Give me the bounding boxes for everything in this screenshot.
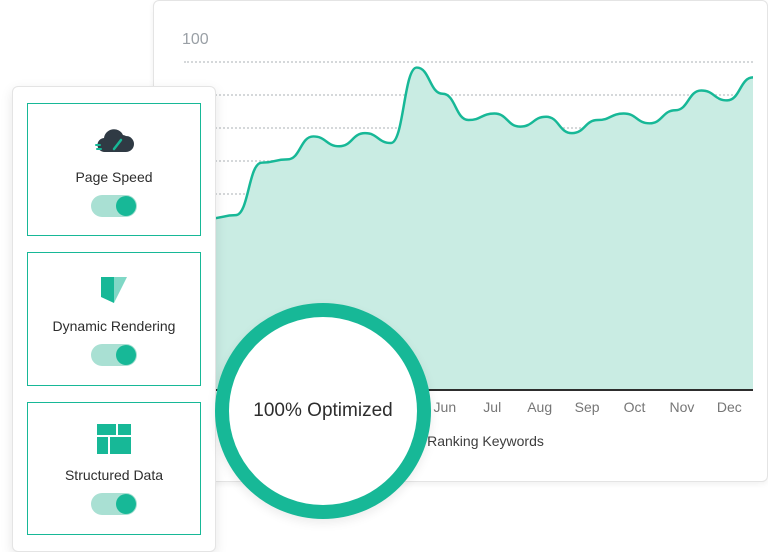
optimized-badge-text: 100% Optimized [253,400,392,422]
x-axis-month: Aug [516,399,563,415]
toggle-dynamic-rendering[interactable] [91,344,137,366]
x-axis-month: Dec [706,399,753,415]
feature-card-dynamic-rendering: Dynamic Rendering [27,252,201,385]
feature-toggle-panel: Page Speed Dynamic Rendering Structured Da… [12,86,216,552]
x-axis-month: Jul [469,399,516,415]
x-axis-month: Oct [611,399,658,415]
cloud-gauge-icon [93,123,135,159]
grid-blocks-icon [93,421,135,457]
feature-card-page-speed: Page Speed [27,103,201,236]
x-axis-month: Nov [658,399,705,415]
toggle-knob [116,345,136,365]
feature-card-structured-data: Structured Data [27,402,201,535]
feature-label: Page Speed [75,169,152,185]
legend-label: Ranking Keywords [427,433,544,449]
feature-label: Dynamic Rendering [53,318,176,334]
feature-label: Structured Data [65,467,163,483]
toggle-knob [116,494,136,514]
toggle-page-speed[interactable] [91,195,137,217]
optimized-badge: 100% Optimized [215,303,431,519]
chart-ymax-label: 100 [182,31,209,49]
toggle-knob [116,196,136,216]
toggle-structured-data[interactable] [91,493,137,515]
x-axis-month: Sep [563,399,610,415]
panels-icon [93,272,135,308]
